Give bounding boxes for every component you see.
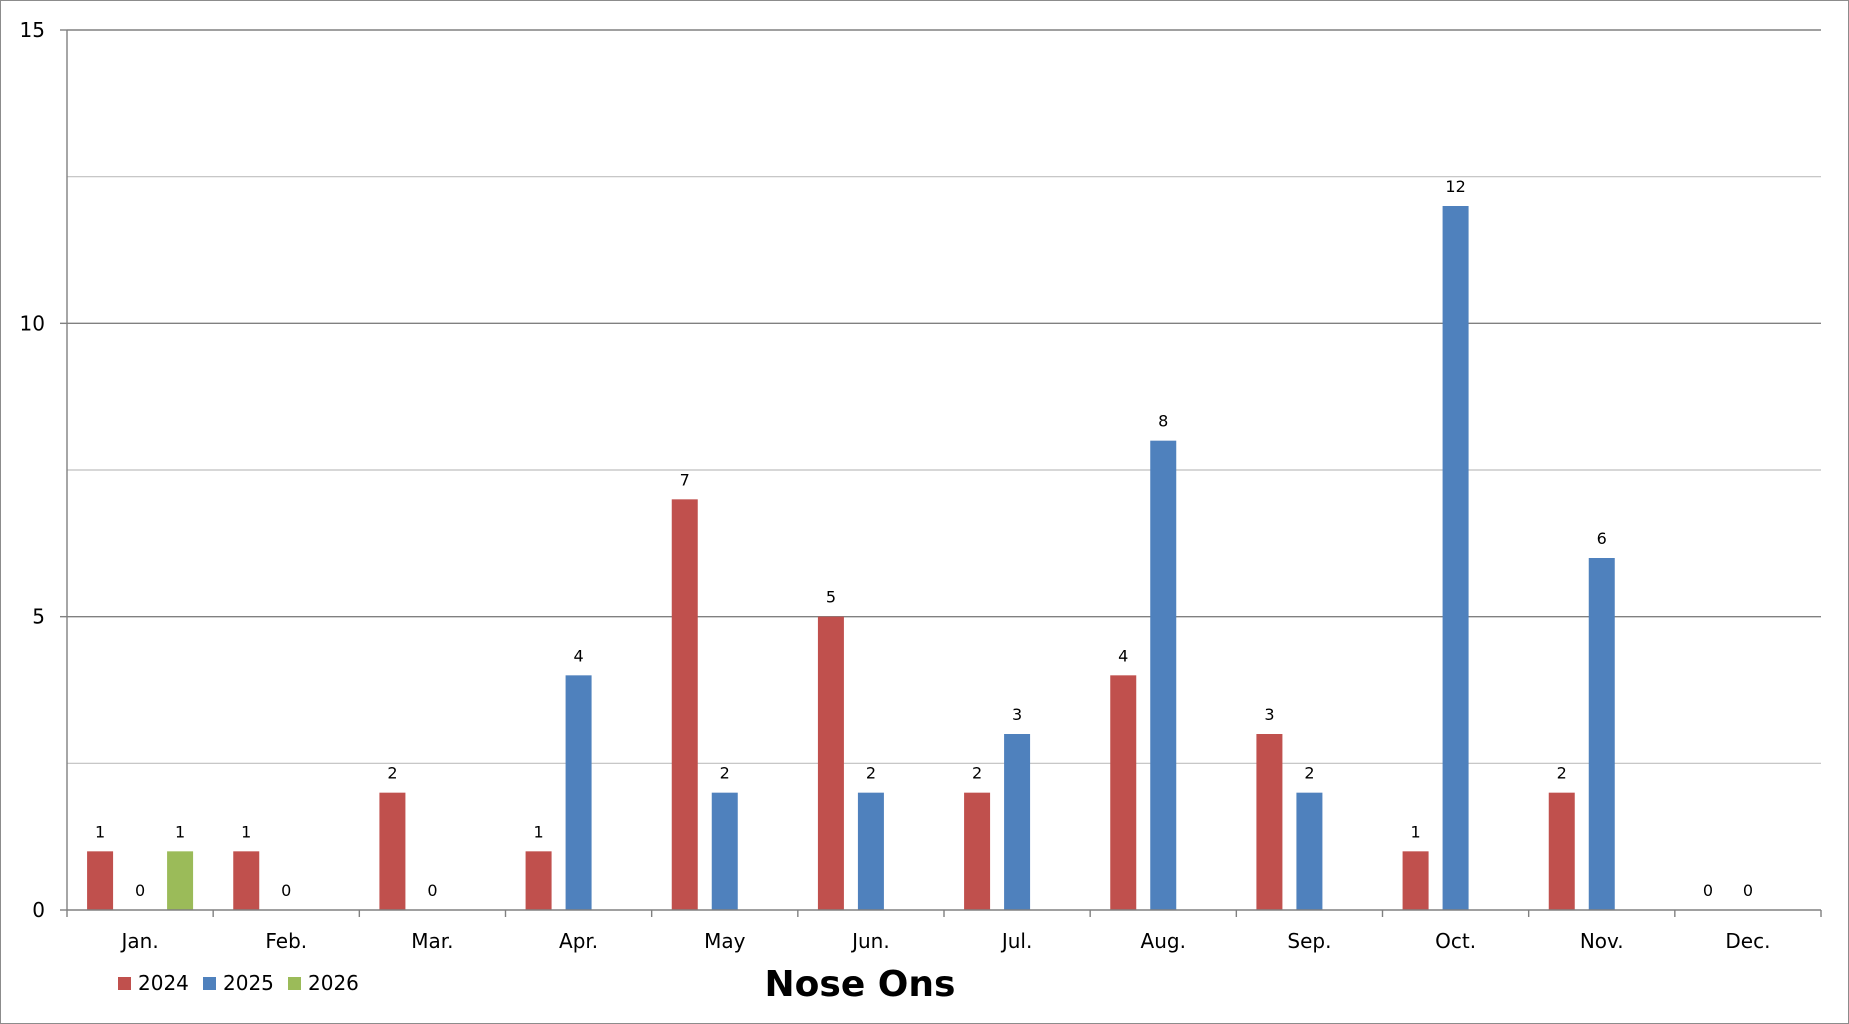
- chart-title: Nose Ons: [765, 964, 956, 1005]
- data-label: 2: [1304, 764, 1314, 783]
- gridlines: [67, 29, 1821, 764]
- x-tick-label: Oct.: [1435, 929, 1476, 953]
- bar-2024-jun: [817, 616, 844, 910]
- data-label: 8: [1158, 412, 1168, 431]
- data-label: 2: [1557, 764, 1567, 783]
- x-tick-label: Jul.: [1000, 929, 1033, 953]
- x-tick-label: Feb.: [265, 929, 307, 953]
- data-label: 2: [972, 764, 982, 783]
- x-tick-label: Aug.: [1141, 929, 1186, 953]
- data-label: 7: [680, 470, 690, 489]
- bar-2024-jul: [964, 792, 991, 910]
- bar-2024-feb: [233, 851, 260, 910]
- legend: 2024 2025 2026: [118, 971, 359, 995]
- bar-2024-aug: [1110, 675, 1137, 910]
- bar-2024-sep: [1256, 734, 1283, 910]
- data-label: 4: [573, 646, 583, 665]
- bar-2024-oct: [1402, 851, 1429, 910]
- bar-2025-jun: [857, 792, 884, 910]
- data-label: 2: [720, 764, 730, 783]
- legend-label-2025: 2025: [223, 971, 274, 995]
- x-tick-label: Apr.: [559, 929, 598, 953]
- data-label: 1: [1410, 822, 1420, 841]
- data-label: 0: [427, 881, 437, 900]
- x-tick-label: Sep.: [1287, 929, 1331, 953]
- data-label: 1: [533, 822, 543, 841]
- bar-2025-nov: [1588, 558, 1615, 910]
- data-label: 0: [135, 881, 145, 900]
- bar-2025-oct: [1442, 206, 1469, 910]
- data-label: 3: [1012, 705, 1022, 724]
- legend-swatch-2024: [118, 977, 131, 990]
- bar-2025-apr: [565, 675, 592, 910]
- data-label: 2: [866, 764, 876, 783]
- x-tick-label: May: [704, 929, 746, 953]
- data-label: 6: [1597, 529, 1607, 548]
- y-tick-label: 5: [32, 605, 45, 629]
- bar-2025-sep: [1296, 792, 1323, 910]
- bar-2025-may: [711, 792, 738, 910]
- y-tick-label: 0: [32, 898, 45, 922]
- bar-2024-apr: [525, 851, 552, 910]
- data-labels: 1 0 1 1 0 2 0 1 4 7 2 5 2 2 3 4 8 3 2 1 12 2 6 0 0: [95, 177, 1753, 900]
- bar-2024-nov: [1548, 792, 1575, 910]
- x-tick-label: Dec.: [1725, 929, 1770, 953]
- x-tick-label: Jan.: [119, 929, 158, 953]
- bars: [87, 206, 1615, 910]
- legend-label-2026: 2026: [308, 971, 359, 995]
- data-label: 3: [1264, 705, 1274, 724]
- legend-swatch-2026: [288, 977, 301, 990]
- x-tick-label: Mar.: [411, 929, 453, 953]
- data-label: 1: [241, 822, 251, 841]
- bar-2025-jul: [1004, 734, 1031, 910]
- data-label: 4: [1118, 646, 1128, 665]
- bar-2026-jan: [167, 851, 194, 910]
- bar-2024-jan: [87, 851, 114, 910]
- legend-label-2024: 2024: [138, 971, 189, 995]
- x-tick-label: Nov.: [1580, 929, 1624, 953]
- data-label: 2: [387, 764, 397, 783]
- data-label: 0: [281, 881, 291, 900]
- data-label: 1: [95, 822, 105, 841]
- data-label: 0: [1703, 881, 1713, 900]
- bar-2025-aug: [1150, 440, 1177, 910]
- y-tick-label: 10: [20, 311, 45, 335]
- data-label: 5: [826, 588, 836, 607]
- bar-2024-may: [671, 499, 698, 910]
- bar-2024-mar: [379, 792, 406, 910]
- x-tick-label: Jun.: [850, 929, 890, 953]
- data-label: 12: [1445, 177, 1465, 196]
- legend-swatch-2025: [203, 977, 216, 990]
- data-label: 1: [175, 822, 185, 841]
- y-tick-label: 15: [20, 18, 45, 42]
- data-label: 0: [1743, 881, 1753, 900]
